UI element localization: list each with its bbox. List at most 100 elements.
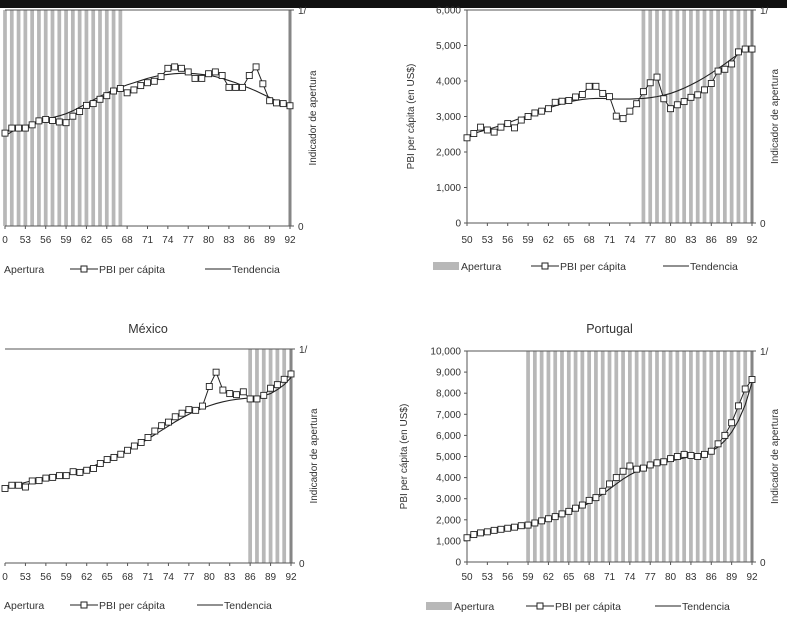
pbi-point xyxy=(497,123,505,131)
pbi-point xyxy=(286,102,294,110)
pbi-point xyxy=(748,45,756,53)
apertura-bar xyxy=(539,351,544,562)
apertura-bar xyxy=(248,349,253,563)
apertura-bar xyxy=(30,10,35,226)
x-tick-label: 86 xyxy=(706,572,718,583)
pbi-point xyxy=(531,519,539,527)
pbi-point xyxy=(741,385,749,393)
pbi-point xyxy=(267,384,275,392)
x-tick-label: 0 xyxy=(2,572,8,583)
pbi-point xyxy=(721,431,729,439)
pbi-point xyxy=(110,453,118,461)
pbi-point xyxy=(612,112,620,120)
x-tick-label: 0 xyxy=(2,235,8,246)
pbi-point xyxy=(116,85,124,92)
x-tick-label: 83 xyxy=(224,572,236,583)
y2-tick-label: 0 xyxy=(760,219,766,230)
y2-tick-label: 1/ xyxy=(299,345,308,356)
x-tick-label: 56 xyxy=(502,235,514,246)
pbi-point xyxy=(578,91,586,98)
apertura-bar xyxy=(729,10,734,223)
x-tick-label: 68 xyxy=(122,572,134,583)
pbi-point xyxy=(667,455,675,463)
apertura-bar xyxy=(716,10,720,223)
top-border-bar xyxy=(0,0,787,8)
apertura-bar xyxy=(682,10,687,223)
pbi-point xyxy=(151,427,159,435)
x-tick-label: 71 xyxy=(142,572,154,583)
apertura-bar xyxy=(118,10,123,226)
apertura-bar xyxy=(98,10,102,226)
pbi-point xyxy=(558,97,566,105)
pbi-point xyxy=(477,529,485,537)
apertura-bar xyxy=(57,10,62,226)
pbi-point xyxy=(470,531,478,539)
chart-title: Portugal xyxy=(586,322,633,336)
legend-label-pbi: PBI per cápita xyxy=(560,261,626,273)
pbi-point xyxy=(606,93,613,101)
x-tick-label: 65 xyxy=(563,235,575,246)
y2-tick-label: 1/ xyxy=(298,6,307,17)
pbi-point xyxy=(226,390,234,398)
pbi-point xyxy=(137,439,145,446)
pbi-point xyxy=(646,79,654,87)
pbi-point xyxy=(76,108,84,115)
x-tick-label: 65 xyxy=(102,572,114,583)
pbi-point xyxy=(626,462,634,470)
pbi-point xyxy=(150,77,158,85)
pbi-point xyxy=(606,480,613,488)
x-tick-label: 80 xyxy=(204,572,216,583)
pbi-point xyxy=(694,91,702,99)
pbi-point xyxy=(565,507,573,515)
y-axis-label: PBI per cápita (en US$) xyxy=(406,64,417,170)
apertura-bar xyxy=(614,351,619,562)
pbi-point xyxy=(103,92,111,100)
apertura-bar xyxy=(84,10,89,226)
apertura-bar xyxy=(668,10,673,223)
x-tick-label: 86 xyxy=(244,235,256,246)
pbi-point xyxy=(15,124,23,132)
y-tick-label: 10,000 xyxy=(430,347,461,358)
apertura-bar xyxy=(16,10,21,226)
pbi-point xyxy=(199,402,206,410)
x-tick-label: 92 xyxy=(284,235,296,246)
pbi-point xyxy=(8,124,16,132)
pbi-point xyxy=(612,474,620,482)
x-tick-label: 50 xyxy=(461,235,473,246)
pbi-point xyxy=(646,461,654,469)
pbi-point xyxy=(246,395,254,403)
apertura-bar xyxy=(91,10,96,226)
pbi-point xyxy=(137,82,145,90)
apertura-bar xyxy=(736,10,741,223)
apertura-bar xyxy=(268,349,273,563)
y-tick-label: 3,000 xyxy=(436,112,461,123)
pbi-point xyxy=(279,100,287,108)
pbi-point xyxy=(233,391,240,399)
pbi-point xyxy=(578,501,586,509)
pbi-point xyxy=(158,422,166,430)
legend-label-apertura: Apertura xyxy=(461,261,501,273)
x-tick-label: 77 xyxy=(645,235,657,246)
legend-swatch-pbi-marker xyxy=(80,601,88,609)
y-tick-label: 4,000 xyxy=(436,77,461,88)
apertura-bar xyxy=(736,351,741,562)
pbi-point xyxy=(626,107,634,115)
x-tick-label: 62 xyxy=(81,235,93,246)
pbi-point xyxy=(192,406,200,414)
legend-label-tendencia: Tendencia xyxy=(224,600,272,612)
pbi-point xyxy=(103,456,111,464)
apertura-bar xyxy=(648,10,653,223)
pbi-point xyxy=(56,472,63,480)
pbi-point xyxy=(511,124,518,132)
pbi-point xyxy=(694,453,702,460)
pbi-point xyxy=(239,83,246,91)
x-tick-label: 86 xyxy=(706,235,718,246)
apertura-bar xyxy=(621,351,625,562)
y-tick-label: 1,000 xyxy=(436,536,461,547)
pbi-point xyxy=(483,528,491,536)
x-tick-label: 71 xyxy=(604,235,616,246)
legend-swatch-pbi-marker xyxy=(80,265,88,273)
pbi-point xyxy=(232,83,240,91)
pbi-point xyxy=(497,525,505,533)
